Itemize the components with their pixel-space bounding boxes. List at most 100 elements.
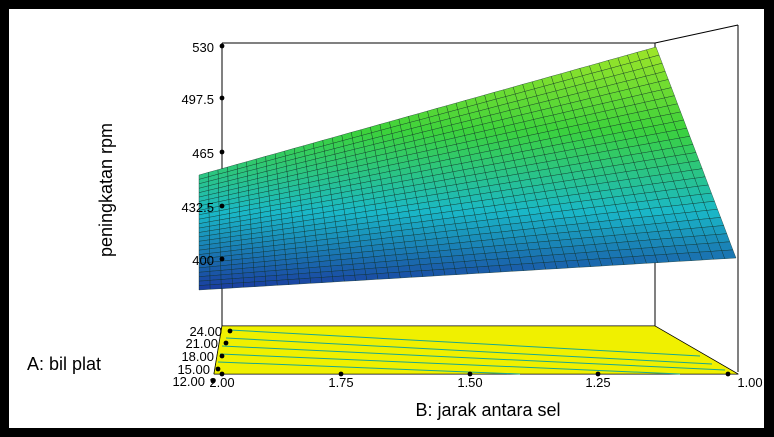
surface-cell [499,264,513,273]
surface-cell [362,256,376,264]
surface-cell [373,255,387,263]
surface-cell [416,245,429,253]
x-tick-label: 1.75 [328,375,353,390]
z-tick-label: 530 [192,40,214,55]
surface-cell [486,218,500,227]
surface-cell [432,269,446,277]
surface-cell [548,203,563,213]
surface-cell [408,264,422,272]
y-tick-label: 24.00 [189,324,222,339]
surface-cell [342,269,355,277]
contour-line [219,353,681,375]
y-axis-label: A: bil plat [27,354,101,374]
surface-cell [275,264,288,271]
surface-cell [548,240,563,249]
surface-cell [276,279,289,286]
surface-cell [286,268,299,275]
surface-cell [352,263,366,270]
response-surface [198,46,737,291]
surface-cell [439,249,453,258]
z-tick-mark [219,256,225,262]
contour-floor-fill [213,325,740,375]
surface-cell [461,247,475,256]
x-tick-mark [467,371,473,377]
x-tick-mark [595,371,601,377]
surface-cell [443,268,457,276]
surface-cell [435,231,448,239]
x-tick-mark [338,371,344,377]
x-tick-mark [219,371,225,377]
surface-cell [407,258,421,266]
surface-cell [542,219,556,228]
contour-line [225,337,713,365]
surface-cell [524,235,539,244]
contour-line [221,345,726,371]
y-tick-label: 18.00 [181,349,214,364]
surface-cell [508,216,522,225]
surface-cell [265,275,278,282]
surface-cell [442,262,456,270]
surface-cell [532,262,547,271]
surface-cell [430,262,444,271]
surface-cell [321,276,334,283]
surface-cell [243,276,255,283]
surface-cell [497,217,511,226]
surface-cell [428,250,442,259]
surface-cell [308,266,321,274]
surface-cell [533,227,547,236]
surface-cell [310,277,323,284]
surface-cell [552,253,567,262]
surface-cell [405,246,418,254]
y-tick-mark [223,340,229,346]
surface-cell [341,264,355,271]
surface-cell [406,252,420,260]
surface-cell [559,239,574,248]
x-tick-label: 2.00 [209,375,234,390]
surface-cell [447,236,461,244]
surface-cell [537,240,552,250]
surface-cell [298,277,312,285]
surface-cell [453,261,467,269]
surface-cell [510,263,524,272]
surface-cell [458,235,471,243]
surface-cell [242,272,255,279]
tick-labels: 400 432.5 465 497.5 530 2.00 1.75 1.50 1.25 1.00 1… [172,40,762,390]
surface-cell [354,274,368,281]
surface-cell [451,255,465,263]
surface-cell [396,259,410,267]
surface-cell [499,223,513,233]
y-tick-label: 15.00 [177,362,210,377]
surface-cell [484,252,498,260]
z-tick-label: 497.5 [181,92,214,107]
surface-cell [528,248,543,257]
surface-cell [490,231,504,240]
surface-cell [448,242,462,251]
surface-cell [331,270,344,277]
surface-cell [470,240,484,249]
surface-cell [530,255,545,264]
surface-cell [320,271,333,278]
surface-cell [265,280,278,287]
surface-cell [475,259,489,268]
surface-cell [198,284,211,291]
surface-cell [417,251,431,259]
z-axis-label: peningkatan rpm [96,123,116,257]
surface-cell [340,253,353,260]
surface-cell [287,273,300,280]
surface-cell [395,253,409,261]
surface-cell [518,214,533,224]
surface-cell [319,265,332,273]
z-tick-mark [219,149,225,155]
y-tick-mark [215,366,221,372]
surface-cell [535,234,550,243]
surface-cell [486,258,500,267]
surface-cell [209,279,222,285]
surface-cell [454,267,468,275]
x-tick-label: 1.25 [585,375,610,390]
surface-cell [209,283,222,290]
x-axis-label: B: jarak antara sel [415,400,560,420]
y-tick-label: 21.00 [185,336,218,351]
surface-cell [531,220,545,229]
surface-cell [394,247,407,255]
surface-cell [243,281,256,288]
